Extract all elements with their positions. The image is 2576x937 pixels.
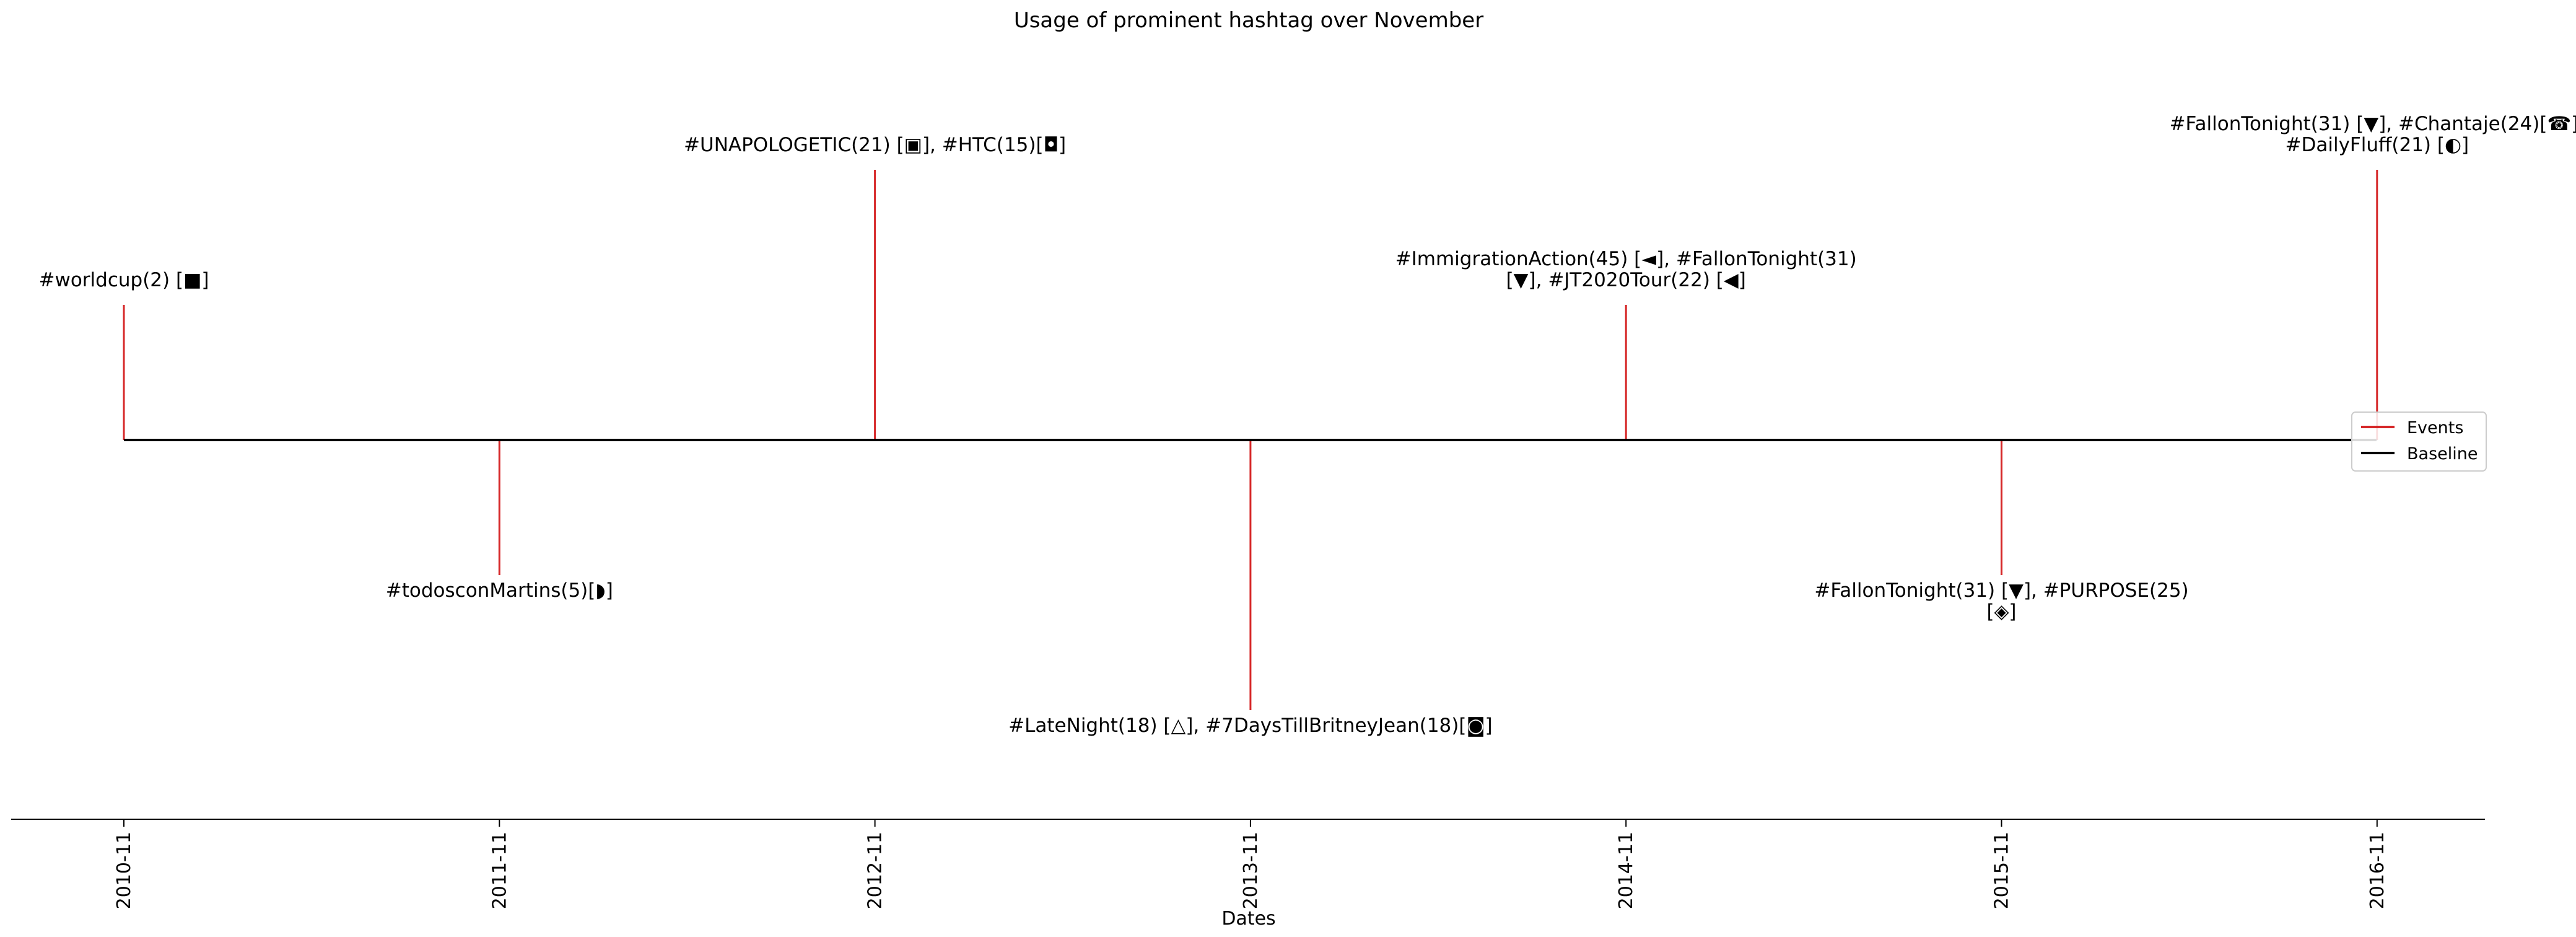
legend-events-label: Events (2407, 418, 2463, 438)
x-axis-label: Dates (1221, 908, 1275, 930)
event-annotation-line: #UNAPOLOGETIC(21) [▣], #HTC(15)[◘] (684, 134, 1066, 156)
event-annotation: #UNAPOLOGETIC(21) [▣], #HTC(15)[◘] (684, 134, 1066, 156)
event-annotation: #worldcup(2) [■] (39, 269, 209, 291)
event-annotation-line: [▼], #JT2020Tour(22) [◀] (1506, 269, 1746, 291)
event-annotation: #LateNight(18) [△], #7DaysTillBritneyJea… (1008, 715, 1492, 737)
event-annotation-line: #FallonTonight(31) [▼], #PURPOSE(25) (1814, 579, 2188, 602)
event-annotation-line: #FallonTonight(31) [▼], #Chantaje(24)[☎]… (2170, 113, 2576, 135)
event-annotation-line: [◈] (1986, 600, 2016, 623)
x-tick-label: 2011-11 (489, 832, 510, 909)
x-tick-label: 2012-11 (865, 832, 886, 909)
event-annotation: #FallonTonight(31) [▼], #Chantaje(24)[☎]… (2170, 113, 2576, 156)
event-annotation-line: #todosconMartins(5)[◗] (386, 579, 613, 602)
x-tick-label: 2010-11 (113, 832, 135, 909)
legend-baseline-label: Baseline (2407, 444, 2478, 464)
event-annotation: #ImmigrationAction(45) [◄], #FallonTonig… (1395, 248, 1857, 291)
event-annotation-line: #LateNight(18) [△], #7DaysTillBritneyJea… (1008, 715, 1492, 737)
events-layer: #worldcup(2) [■] #todosconMartins(5)[◗] #U… (39, 113, 2576, 737)
event-annotation-line: #DailyFluff(21) [◐] (2286, 134, 2469, 156)
x-tick-label: 2016-11 (2367, 832, 2388, 909)
x-tick-label: 2014-11 (1615, 832, 1637, 909)
x-tick-label: 2013-11 (1240, 832, 1262, 909)
event-annotation: #todosconMartins(5)[◗] (386, 579, 613, 602)
chart-title: Usage of prominent hashtag over November (1014, 8, 1483, 33)
legend: Events Baseline (2351, 411, 2487, 472)
event-annotation: #FallonTonight(31) [▼], #PURPOSE(25) [◈] (1814, 579, 2188, 623)
event-annotation-line: #worldcup(2) [■] (39, 269, 209, 291)
x-tick-label: 2015-11 (1991, 832, 2013, 909)
event-annotation-line: #ImmigrationAction(45) [◄], #FallonTonig… (1395, 248, 1857, 270)
x-axis-ticks: 2010-11 2011-11 2012-11 2013-11 2014-11 2015-… (113, 819, 2388, 909)
